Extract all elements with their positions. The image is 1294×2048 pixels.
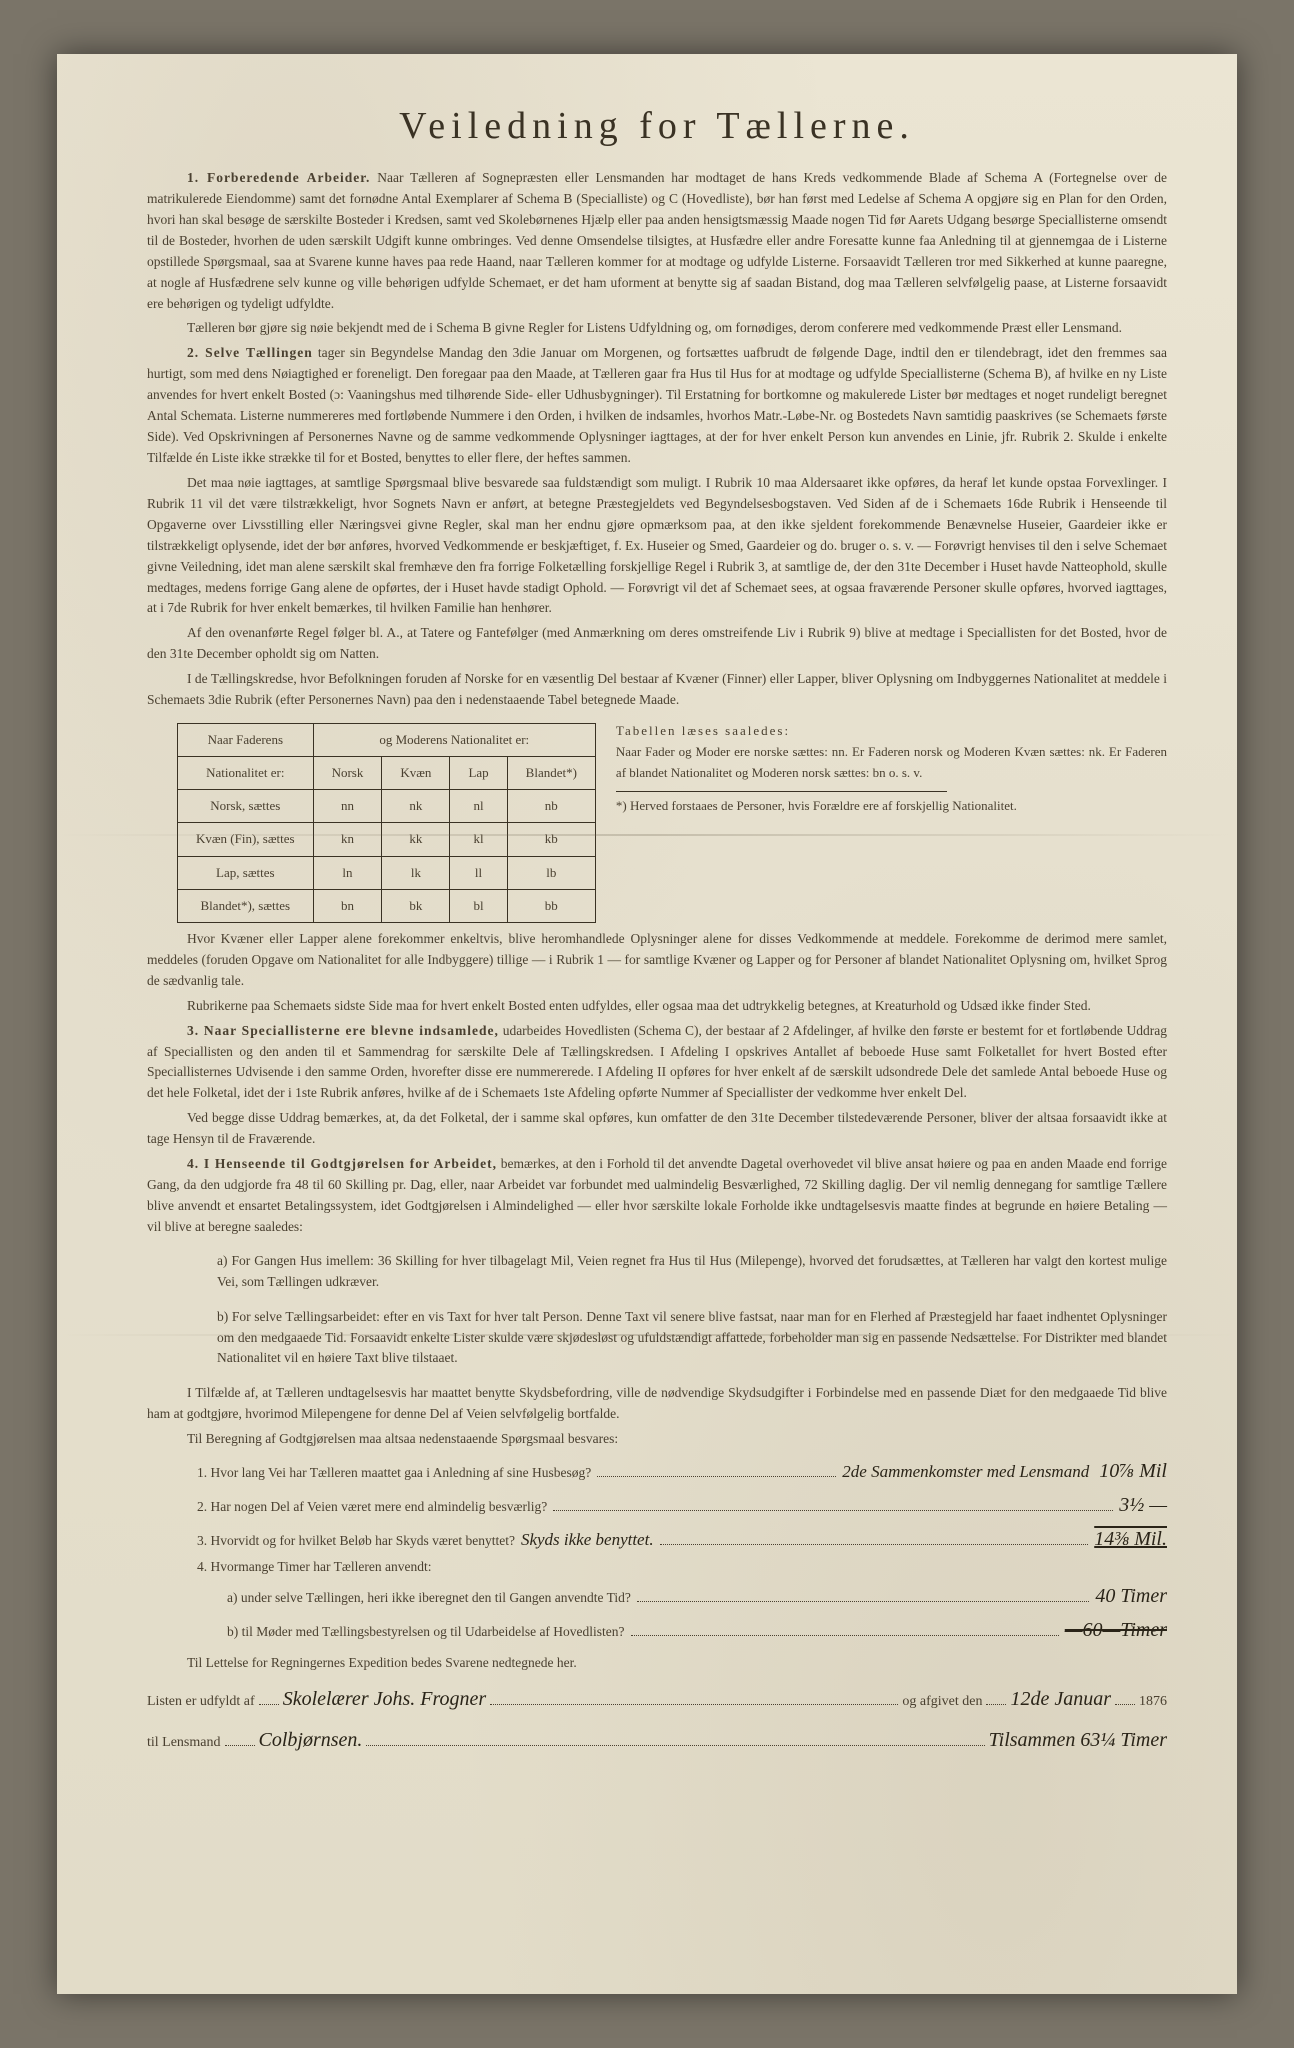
nationality-table: Naar Faderens og Moderens Nationalitet e…: [177, 723, 596, 923]
table-side-notes: Tabellen læses saaledes: Naar Fader og M…: [616, 715, 1167, 817]
section-1-text2: Tælleren bør gjøre sig nøie bekjendt med…: [147, 318, 1167, 339]
section-4-text3: Til Beregning af Godtgjørelsen maa altsa…: [147, 1429, 1167, 1450]
section-1-heading: 1. Forberedende Arbeider.: [187, 170, 370, 185]
section-4-text2: I Tilfælde af, at Tælleren undtagelsesvi…: [147, 1383, 1167, 1425]
question-2: 2. Har nogen Del af Veien været mere end…: [197, 1496, 547, 1519]
table-row: Blandet*), sættes bn bk bl bb: [178, 889, 596, 922]
signature-line-2: til Lensmand Colbjørnsen. Tilsammen 63¼ …: [147, 1725, 1167, 1756]
question-2-answer: 3½ —: [1119, 1488, 1167, 1522]
after-table-p1: Hvor Kvæner eller Lapper alene forekomme…: [147, 929, 1167, 992]
section-3-text2: Ved begge disse Uddrag bemærkes, at, da …: [147, 1108, 1167, 1150]
table-side-note: *) Herved forstaaes de Personer, hvis Fo…: [616, 796, 1167, 817]
section-4-sub-b: b) For selve Tællingsarbeidet: efter en …: [217, 1307, 1167, 1370]
table-col-3: Blandet*): [507, 757, 595, 790]
question-4a-answer: 40 Timer: [1095, 1579, 1167, 1613]
sig-1c: 1876: [1139, 1691, 1167, 1713]
after-table-p2: Rubrikerne paa Schemaets sidste Side maa…: [147, 996, 1167, 1017]
nationality-table-wrap: Naar Faderens og Moderens Nationalitet e…: [147, 715, 1167, 929]
question-1-handnote: 2de Sammenkomster med Lensmand: [842, 1458, 1089, 1487]
question-3-answer: 14⅜ Mil.: [1094, 1522, 1167, 1556]
table-row-header: Nationalitet er:: [178, 757, 314, 790]
sig-2-name: Colbjørnsen.: [259, 1725, 363, 1756]
question-1-answer: 10⅞ Mil: [1099, 1454, 1167, 1488]
sig-2a: til Lensmand: [147, 1732, 221, 1754]
section-2-text: tager sin Begyndelse Mandag den 3die Jan…: [147, 345, 1167, 465]
sum-total: Tilsammen 63¼ Timer: [989, 1725, 1167, 1756]
section-2-text2: Det maa nøie iagttages, at samtlige Spør…: [147, 473, 1167, 619]
question-4: 4. Hvormange Timer har Tælleren anvendt:: [197, 1556, 431, 1579]
table-header-left: Naar Faderens: [178, 724, 314, 757]
question-4a: a) under selve Tællingen, heri ikke iber…: [227, 1587, 631, 1610]
table-header-right: og Moderens Nationalitet er:: [313, 724, 595, 757]
table-row: Norsk, sættes nn nk nl nb: [178, 790, 596, 823]
page-title: Veiledning for Tællerne.: [147, 104, 1167, 148]
table-row: Lap, sættes ln lk ll lb: [178, 856, 596, 889]
section-2-heading: 2. Selve Tællingen: [187, 345, 313, 360]
section-4-sub-a: a) For Gangen Hus imellem: 36 Skilling f…: [217, 1251, 1167, 1293]
question-4b: b) til Møder med Tællingsbestyrelsen og …: [227, 1621, 625, 1644]
sig-1-name: Skolelærer Johs. Frogner: [283, 1684, 487, 1715]
section-4-heading: 4. I Henseende til Godtgjørelsen for Arb…: [187, 1156, 497, 1171]
body-text: 1. Forberedende Arbeider. Naar Tælleren …: [147, 168, 1167, 1756]
section-2-text3: Af den ovenanførte Regel følger bl. A., …: [147, 623, 1167, 665]
table-side-heading: Tabellen læses saaledes:: [616, 721, 1167, 742]
closing-intro: Til Lettelse for Regningernes Expedition…: [147, 1653, 1167, 1674]
sig-1b: og afgivet den: [902, 1691, 982, 1713]
question-1: 1. Hvor lang Vei har Tælleren maattet ga…: [197, 1462, 591, 1485]
table-col-2: Lap: [450, 757, 507, 790]
table-col-1: Kvæn: [382, 757, 450, 790]
sig-1a: Listen er udfyldt af: [147, 1691, 255, 1713]
section-3-heading: 3. Naar Speciallisterne ere blevne indsa…: [187, 1023, 499, 1038]
signature-line-1: Listen er udfyldt af Skolelærer Johs. Fr…: [147, 1684, 1167, 1715]
section-1-text: Naar Tælleren af Sognepræsten eller Lens…: [147, 170, 1167, 311]
table-row: Kvæn (Fin), sættes kn kk kl kb: [178, 823, 596, 856]
questions-block: 1. Hvor lang Vei har Tælleren maattet ga…: [197, 1454, 1167, 1647]
question-3: 3. Hvorvidt og for hvilket Beløb har Sky…: [197, 1530, 515, 1553]
table-col-0: Norsk: [313, 757, 382, 790]
sig-1-date: 12de Januar: [1010, 1684, 1111, 1715]
document-page: Veiledning for Tællerne. 1. Forberedende…: [57, 54, 1237, 1994]
table-side-text: Naar Fader og Moder ere norske sættes: n…: [616, 742, 1167, 784]
question-4b-answer: —60—Timer: [1065, 1613, 1167, 1647]
section-2-text4: I de Tællingskredse, hvor Befolkningen f…: [147, 669, 1167, 711]
question-3-handnote: Skyds ikke benyttet.: [521, 1526, 654, 1555]
